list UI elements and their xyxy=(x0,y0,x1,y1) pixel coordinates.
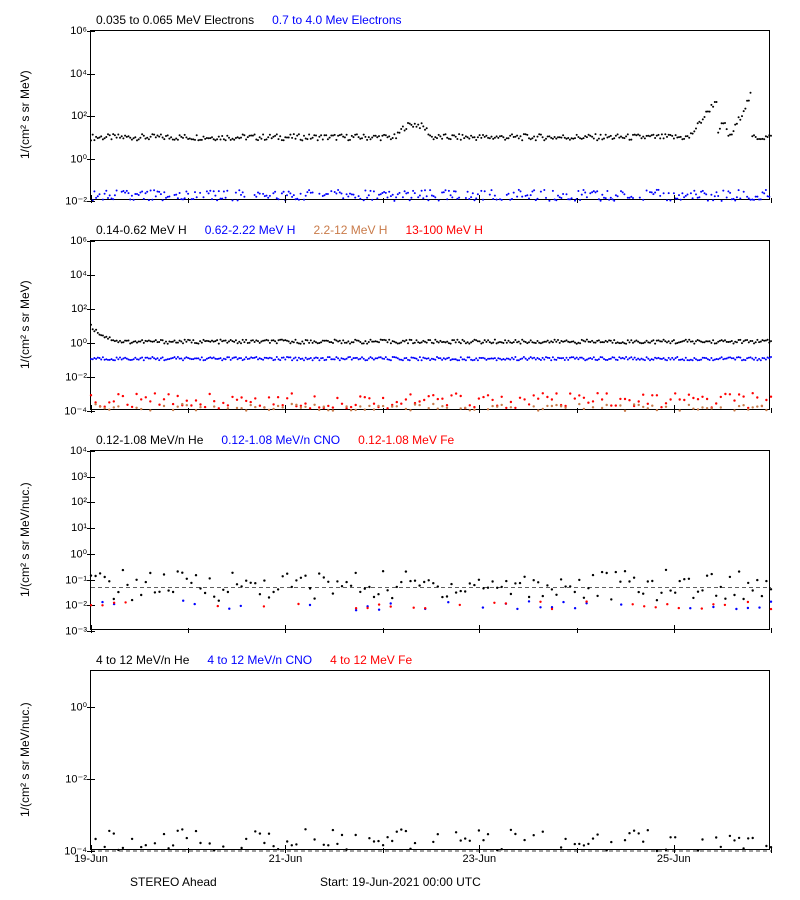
xtick-minor xyxy=(577,408,578,413)
figure: 1/(cm² s sr MeV) 0.035 to 0.065 MeV Elect… xyxy=(0,0,800,900)
xtick-label: 21-Jun xyxy=(269,853,303,865)
xtick-mark xyxy=(479,195,480,203)
ytick-label: 10⁴ xyxy=(70,68,87,80)
ytick-label: 10² xyxy=(71,110,87,122)
xtick-mark xyxy=(479,405,480,413)
panel-hydrogen: 0.14-0.62 MeV H0.62-2.22 MeV H2.2-12 MeV… xyxy=(90,240,770,410)
ytick-label: 10⁻² xyxy=(65,773,87,786)
ytick-label: 10⁴ xyxy=(70,269,87,281)
ytick-label: 10⁻⁴ xyxy=(64,405,87,418)
legend-entry: 0.62-2.22 MeV H xyxy=(205,223,296,237)
ytick-label: 10⁶ xyxy=(70,25,87,37)
xtick-mark xyxy=(91,625,92,633)
footer-center: Start: 19-Jun-2021 00:00 UTC xyxy=(320,875,481,889)
ytick-label: 10⁻² xyxy=(65,371,87,384)
plot-area xyxy=(91,451,769,629)
legend-entry: 0.7 to 4.0 Mev Electrons xyxy=(272,13,401,27)
plot-area xyxy=(91,671,769,849)
xtick-mark xyxy=(285,405,286,413)
ytick-label: 10² xyxy=(71,303,87,315)
legend-entry: 0.035 to 0.065 MeV Electrons xyxy=(96,13,254,27)
ytick-label: 10⁰ xyxy=(70,337,87,350)
xtick-mark xyxy=(91,195,92,203)
legend: 0.035 to 0.065 MeV Electrons 0.7 to 4.0 M… xyxy=(96,13,420,27)
xtick-minor xyxy=(577,198,578,203)
ytick-label: 10⁰ xyxy=(70,701,87,714)
legend-entry: 0.14-0.62 MeV H xyxy=(96,223,187,237)
footer-left: STEREO Ahead xyxy=(130,875,217,889)
xtick-mark xyxy=(674,625,675,633)
ytick-label: 10³ xyxy=(71,471,87,483)
ytick-label: 10² xyxy=(71,496,87,508)
xtick-mark xyxy=(285,625,286,633)
xtick-minor xyxy=(188,408,189,413)
xtick-mark xyxy=(674,405,675,413)
plot-area xyxy=(91,31,769,199)
ytick-label: 10⁻² xyxy=(65,599,87,612)
xtick-mark xyxy=(91,845,92,853)
xtick-label: 23-Jun xyxy=(462,853,496,865)
xtick-label: 25-Jun xyxy=(657,853,691,865)
panel-heavy-low: 0.12-1.08 MeV/n He0.12-1.08 MeV/n CNO0.1… xyxy=(90,450,770,630)
xtick-minor xyxy=(383,408,384,413)
legend: 0.12-1.08 MeV/n He 0.12-1.08 MeV/n CNO 0.1… xyxy=(96,433,472,447)
ytick-label: 10⁶ xyxy=(70,235,87,247)
legend-entry: 4 to 12 MeV/n He xyxy=(96,653,189,667)
xtick-minor xyxy=(577,628,578,633)
legend-entry: 0.12-1.08 MeV/n He xyxy=(96,433,203,447)
legend-entry: 0.12-1.08 MeV/n CNO xyxy=(221,433,340,447)
xtick-minor xyxy=(383,628,384,633)
xtick-minor xyxy=(383,848,384,853)
xtick-label: 19-Jun xyxy=(74,853,108,865)
ytick-label: 10⁴ xyxy=(70,445,87,457)
xtick-mark xyxy=(285,845,286,853)
ylabel: 1/(cm² s sr MeV/nuc.) xyxy=(15,450,35,630)
xtick-minor xyxy=(383,198,384,203)
ylabel: 1/(cm² s sr MeV) xyxy=(15,30,35,200)
xtick-mark xyxy=(479,845,480,853)
ytick-label: 10⁻³ xyxy=(65,625,87,638)
legend-entry: 4 to 12 MeV/n CNO xyxy=(207,653,312,667)
legend-entry: 0.12-1.08 MeV Fe xyxy=(358,433,454,447)
legend: 4 to 12 MeV/n He 4 to 12 MeV/n CNO 4 to 12… xyxy=(96,653,430,667)
panel-heavy-high: 4 to 12 MeV/n He4 to 12 MeV/n CNO4 to 12… xyxy=(90,670,770,850)
xtick-minor xyxy=(771,408,772,413)
xtick-mark xyxy=(674,845,675,853)
xtick-minor xyxy=(188,198,189,203)
xtick-mark xyxy=(479,625,480,633)
xtick-minor xyxy=(577,848,578,853)
xtick-mark xyxy=(674,195,675,203)
legend: 0.14-0.62 MeV H 0.62-2.22 MeV H 2.2-12 MeV… xyxy=(96,223,501,237)
xtick-mark xyxy=(91,405,92,413)
legend-entry: 2.2-12 MeV H xyxy=(313,223,387,237)
legend-entry: 4 to 12 MeV Fe xyxy=(330,653,412,667)
xtick-minor xyxy=(188,848,189,853)
ytick-label: 10¹ xyxy=(71,522,87,534)
legend-entry: 13-100 MeV H xyxy=(405,223,482,237)
ylabel: 1/(cm² s sr MeV) xyxy=(15,240,35,410)
ytick-label: 10⁻² xyxy=(65,195,87,208)
plot-area xyxy=(91,241,769,409)
xtick-minor xyxy=(771,848,772,853)
panel-electrons: 0.035 to 0.065 MeV Electrons0.7 to 4.0 M… xyxy=(90,30,770,200)
xtick-minor xyxy=(188,628,189,633)
xtick-mark xyxy=(285,195,286,203)
ytick-label: 10⁰ xyxy=(70,152,87,165)
xtick-minor xyxy=(771,628,772,633)
xtick-minor xyxy=(771,198,772,203)
ylabel: 1/(cm² s sr MeV/nuc.) xyxy=(15,670,35,850)
ytick-label: 10⁰ xyxy=(70,547,87,560)
ytick-label: 10⁻¹ xyxy=(65,573,87,586)
